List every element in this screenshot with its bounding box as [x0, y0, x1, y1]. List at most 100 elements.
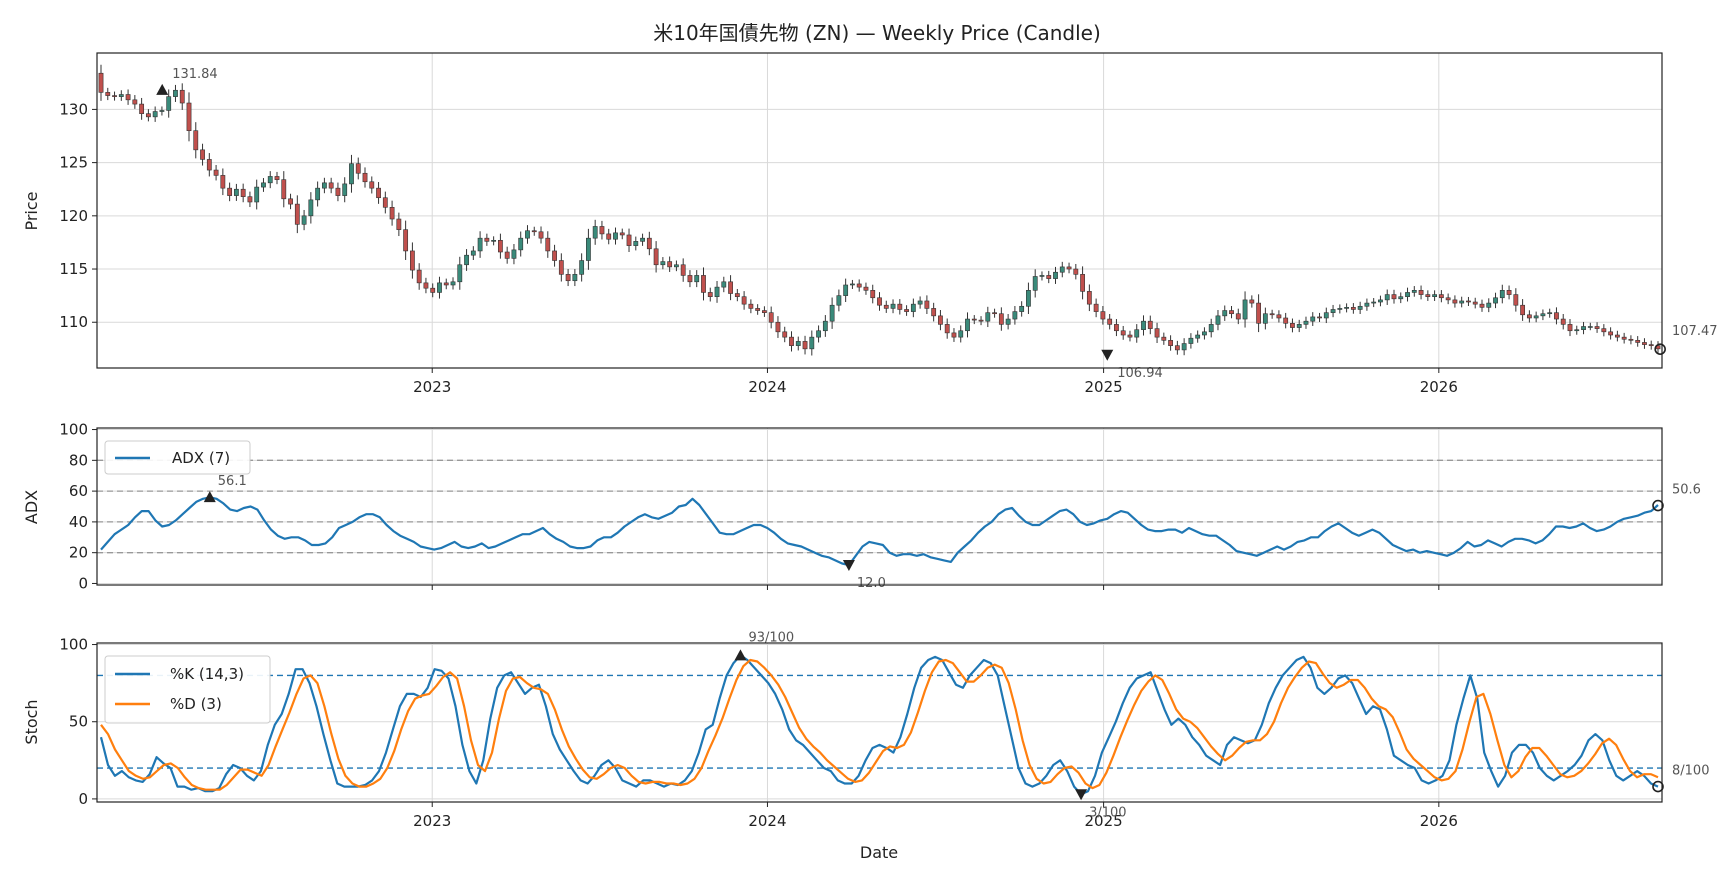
candle-body — [802, 341, 808, 350]
candle-body — [1269, 313, 1275, 316]
candle-body — [1445, 297, 1451, 301]
candle-body — [1547, 312, 1553, 315]
adx-last-label: 50.6 — [1672, 483, 1701, 498]
adx-y-tick-label: 100 — [59, 421, 88, 439]
adx-legend: ADX (7) — [104, 440, 251, 475]
candle-body — [220, 175, 226, 189]
candle-body — [1574, 329, 1580, 332]
stoch-k-line — [99, 654, 1659, 796]
candle-body — [389, 207, 395, 220]
candle-body — [294, 203, 300, 225]
candle-body — [1472, 301, 1478, 305]
price-y-ticks: 110 115 120 125 130 — [59, 100, 97, 331]
candle-body — [1154, 328, 1160, 338]
stoch-panel: 0 50 100 2023 2024 2025 2026 93/100 3/100 8/100… — [22, 630, 1709, 862]
candle-body — [1283, 317, 1289, 324]
candle-body — [904, 309, 909, 312]
stoch-legend-label-d: %D (3) — [170, 695, 222, 713]
adx-grid — [97, 428, 1662, 585]
candle-body — [680, 264, 686, 276]
candle-body — [1208, 324, 1214, 333]
candle-body — [829, 304, 835, 322]
candle-body — [321, 182, 327, 189]
adx-y-tick-label: 20 — [69, 544, 88, 562]
candle-body — [1012, 311, 1018, 320]
stoch-frame — [96, 642, 1663, 803]
candle-body — [1134, 329, 1140, 338]
candle-body — [606, 233, 612, 240]
candle-body — [660, 261, 666, 266]
adx-line — [100, 496, 1659, 567]
adx-y-tick-label: 0 — [78, 574, 88, 592]
candle-body — [1344, 307, 1350, 309]
adx-min-marker — [842, 559, 855, 571]
candle-body — [1080, 274, 1085, 292]
price-min-label: 106.94 — [1117, 366, 1163, 381]
candle-body — [633, 241, 639, 246]
candle-body — [1127, 334, 1133, 338]
candle-body — [179, 89, 185, 104]
candle-body — [511, 249, 517, 259]
adx-frame — [96, 427, 1663, 586]
candle-body — [626, 234, 632, 246]
candle-body — [1452, 299, 1458, 304]
price-x-tick-label: 2025 — [1085, 378, 1123, 396]
candle-body — [1059, 266, 1065, 273]
candle-body — [1594, 326, 1600, 329]
price-x-tick-label: 2024 — [748, 378, 786, 396]
stoch-last-marker — [1652, 780, 1664, 793]
candle-body — [775, 321, 781, 333]
candle-body — [1533, 315, 1539, 319]
candle-body — [856, 283, 862, 288]
candle-body — [166, 96, 172, 111]
adx-min-label: 12.0 — [857, 576, 886, 591]
candle-body — [1249, 299, 1255, 304]
candle-body — [112, 95, 117, 97]
candle-body — [403, 229, 409, 252]
candle-body — [328, 182, 334, 189]
candle-body — [1486, 302, 1492, 308]
candle-body — [1506, 290, 1512, 295]
candle-body — [1330, 309, 1336, 313]
stoch-grid — [97, 643, 1662, 802]
adx-y-tick-label: 60 — [69, 482, 88, 500]
candle-body — [1256, 302, 1261, 324]
candle-body — [1648, 344, 1654, 346]
candle-body — [1032, 276, 1038, 291]
candle-body — [748, 303, 754, 309]
candle-body — [613, 232, 618, 240]
adx-y-tick-label: 80 — [69, 451, 88, 469]
candle-body — [1039, 275, 1045, 277]
candle-body — [586, 237, 591, 261]
candle-body — [965, 318, 970, 332]
candle-body — [301, 215, 307, 225]
price-candles — [98, 64, 1661, 356]
candle-body — [795, 341, 801, 346]
candle-body — [728, 281, 733, 294]
candle-body — [159, 110, 165, 112]
candle-body — [694, 275, 700, 283]
candle-body — [1398, 296, 1404, 300]
price-grid — [97, 53, 1662, 368]
price-y-tick-label: 125 — [59, 154, 88, 172]
price-x-tick-label: 2023 — [413, 378, 451, 396]
stoch-last-label: 8/100 — [1672, 764, 1709, 779]
candle-body — [1141, 320, 1146, 330]
candle-body — [342, 183, 348, 196]
stoch-y-tick-label: 50 — [69, 713, 88, 731]
candle-body — [193, 130, 199, 151]
candle-body — [552, 250, 557, 261]
candle-body — [200, 149, 205, 160]
stoch-y-ticks: 0 50 100 — [59, 636, 97, 808]
candle-body — [545, 237, 551, 252]
stoch-annotations: 93/100 3/100 8/100 — [734, 630, 1709, 820]
candle-body — [1364, 302, 1370, 307]
candle-body — [992, 312, 997, 315]
candle-body — [1628, 338, 1634, 341]
candle-body — [538, 231, 544, 239]
candle-body — [1357, 305, 1363, 310]
chart-title: 米10年国債先物 (ZN) — Weekly Price (Candle) — [653, 21, 1101, 45]
candle-body — [1526, 314, 1532, 319]
candle-body — [450, 281, 456, 286]
